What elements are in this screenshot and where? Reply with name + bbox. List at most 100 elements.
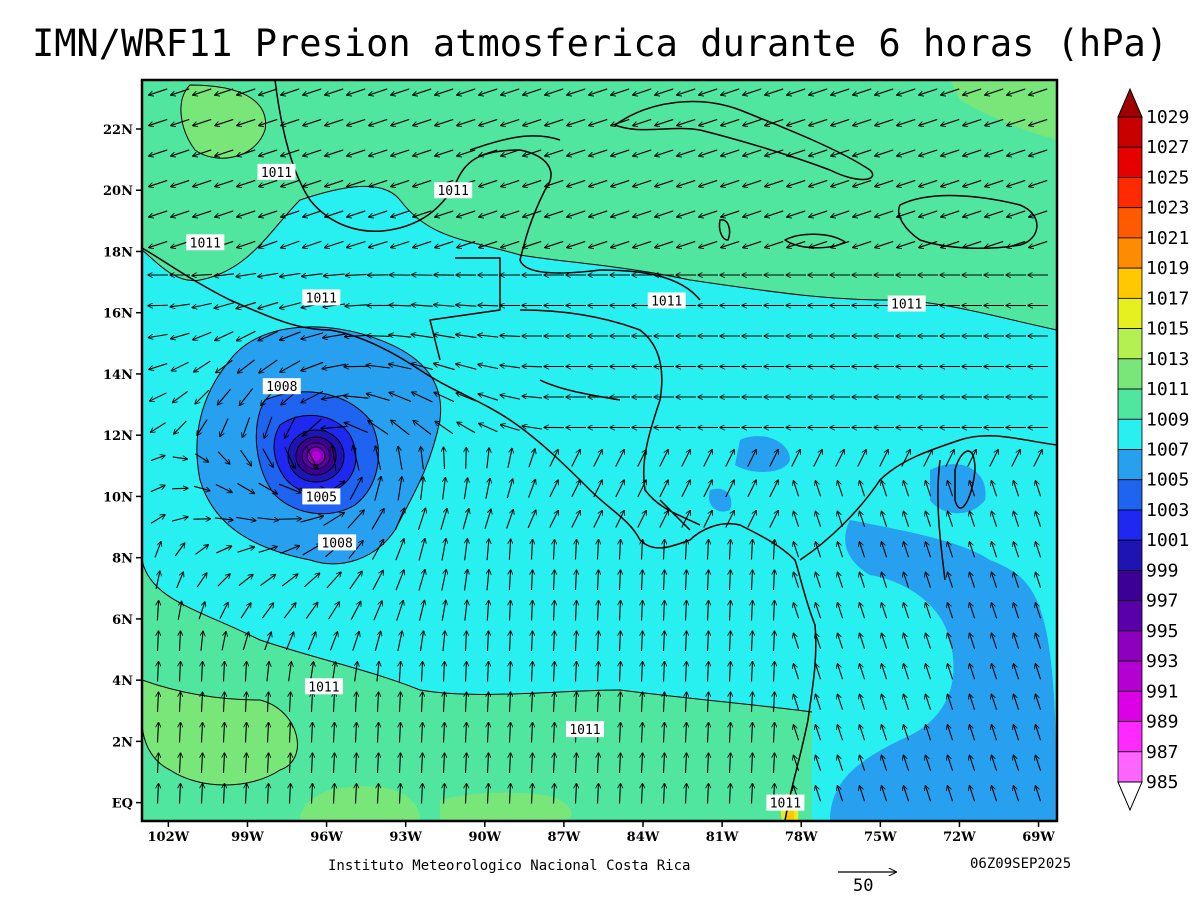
wind-arrow [501, 149, 520, 156]
wind-arrow [730, 753, 731, 774]
wind-arrow [413, 421, 432, 435]
wind-arrow [465, 539, 468, 561]
wind-arrow [947, 664, 954, 680]
wind-arrow [925, 542, 932, 558]
contour-labels: 1011 1011 1011 1011 1011 1011 1008 1005 1008 1011… [186, 163, 926, 812]
wind-arrow [774, 723, 775, 743]
wind-arrow [396, 601, 404, 621]
wind-arrow [350, 601, 361, 620]
colorbar-swatch [1117, 328, 1143, 360]
wind-arrow [925, 603, 932, 619]
wind-arrow [554, 540, 555, 560]
wind-arrow [323, 333, 346, 338]
wind-arrow [258, 301, 279, 308]
wind-arrow [400, 784, 401, 804]
contour-label: 1005 [306, 490, 337, 505]
wind-arrow [219, 602, 228, 619]
wind-arrow [815, 542, 822, 558]
wind-arrow [1029, 88, 1048, 95]
wind-arrow [576, 692, 577, 713]
wind-arrow [215, 118, 234, 125]
wind-arrow [259, 240, 278, 248]
wind-arrow [368, 421, 389, 435]
wind-arrow [815, 694, 822, 710]
wind-arrow [523, 179, 542, 186]
wind-arrow [301, 274, 323, 277]
wind-arrow [664, 723, 665, 743]
wind-arrow [215, 484, 232, 493]
wind-arrow [554, 662, 555, 682]
wind-arrow [466, 662, 467, 682]
wind-arrow [171, 517, 188, 522]
wind-arrow [699, 149, 718, 156]
wind-arrow [312, 723, 313, 743]
wind-arrow [620, 692, 621, 713]
wind-arrow [664, 631, 665, 652]
wind-arrow [440, 508, 447, 530]
wind-arrow [576, 784, 577, 804]
wind-arrow [769, 511, 778, 528]
wind-arrow [285, 632, 293, 651]
wind-arrow [197, 419, 208, 436]
wind-arrow [174, 543, 185, 557]
wind-arrow [528, 479, 536, 498]
wind-arrow [374, 631, 380, 651]
colorbar-swatch [1117, 418, 1143, 450]
wind-arrow [721, 240, 740, 247]
wind-arrow [281, 179, 300, 186]
wind-arrow [576, 662, 577, 682]
wind-arrow [831, 88, 850, 95]
wind-arrow [708, 662, 709, 682]
wind-arrow [985, 179, 1004, 186]
wind-arrow [1013, 664, 1020, 680]
wind-arrow [312, 753, 313, 774]
contour-label-bg [302, 488, 341, 505]
y-tick-label: 4N [112, 674, 133, 689]
wind-arrow [193, 88, 212, 95]
wind-arrow [215, 149, 234, 156]
wind-arrow [1035, 633, 1042, 649]
wind-arrow [903, 664, 910, 680]
wind-arrow [325, 149, 344, 156]
wind-arrow [831, 118, 850, 125]
wind-arrow [881, 542, 888, 558]
wind-arrow [224, 662, 225, 682]
wind-arrow [991, 542, 998, 558]
colorbar-swatch [1117, 177, 1143, 209]
wind-arrow [787, 149, 806, 156]
wind-arrow [708, 723, 709, 743]
coast-caribbean [519, 309, 701, 526]
wind-arrow [642, 662, 643, 682]
wind-arrow [344, 396, 369, 398]
x-tick-label: 90W [468, 830, 501, 845]
wind-arrow [815, 481, 822, 497]
wind-arrow [725, 480, 734, 498]
y-tick-label: 18N [103, 245, 133, 260]
wind-arrow [620, 570, 621, 591]
wind-arrow [444, 784, 445, 804]
wind-arrow [991, 786, 998, 802]
wind-arrow [681, 480, 690, 498]
wind-arrow [237, 240, 256, 247]
wind-arrow [278, 483, 301, 493]
wind-arrow [290, 784, 291, 804]
wind-arrow [172, 457, 188, 459]
wind-arrow [237, 547, 254, 553]
wind-arrow [947, 786, 954, 802]
wind-arrow [774, 662, 775, 682]
wind-arrow [686, 753, 687, 774]
wind-arrow [664, 753, 665, 774]
wind-arrow [237, 179, 256, 186]
wind-arrow [747, 450, 756, 467]
wind-arrow [769, 450, 778, 467]
wind-arrow [334, 723, 335, 743]
wind-arrow [1013, 572, 1020, 588]
x-tick-label: 78W [785, 830, 818, 845]
wind-arrow [283, 603, 296, 619]
wind-arrow [576, 631, 577, 652]
wind-arrow [259, 118, 278, 125]
wind-arrow [323, 274, 345, 276]
wind-arrow [897, 149, 916, 156]
wind-arrow [598, 540, 599, 560]
wind-arrow [903, 755, 910, 771]
